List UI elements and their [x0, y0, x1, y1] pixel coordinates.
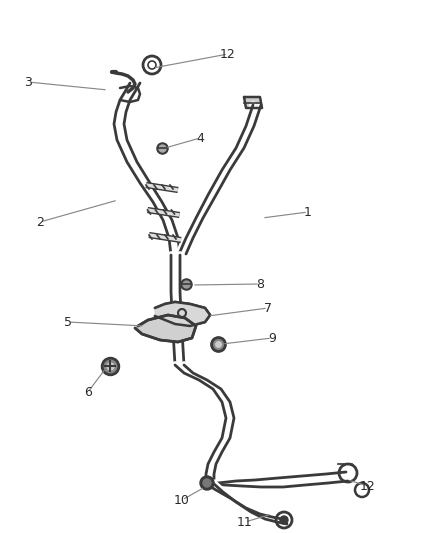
- Text: 3: 3: [24, 76, 32, 88]
- Polygon shape: [135, 315, 196, 342]
- Polygon shape: [155, 302, 210, 326]
- Text: 10: 10: [174, 494, 190, 506]
- Text: 6: 6: [84, 385, 92, 399]
- Text: 5: 5: [64, 316, 72, 328]
- Text: 11: 11: [237, 515, 253, 529]
- Circle shape: [280, 516, 288, 524]
- Circle shape: [200, 476, 214, 490]
- Text: 4: 4: [196, 132, 204, 144]
- Text: 8: 8: [256, 278, 264, 290]
- Text: 9: 9: [268, 332, 276, 344]
- Text: 12: 12: [220, 47, 236, 61]
- Text: 7: 7: [264, 302, 272, 314]
- Text: 2: 2: [36, 215, 44, 229]
- Circle shape: [203, 479, 211, 487]
- Text: 1: 1: [304, 206, 312, 219]
- Polygon shape: [244, 97, 262, 108]
- Text: 12: 12: [360, 480, 376, 492]
